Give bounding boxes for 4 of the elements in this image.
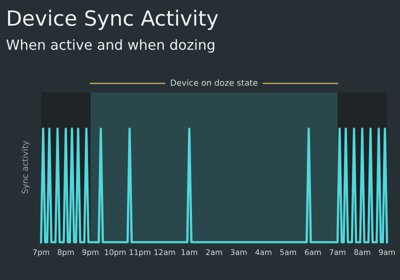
chart-title: Device Sync Activity — [8, 10, 218, 30]
y-axis-title: Sync activity — [22, 140, 30, 194]
chart-subtitle: When active and when dozing — [6, 39, 214, 53]
band-label: Device on doze state — [170, 79, 258, 86]
